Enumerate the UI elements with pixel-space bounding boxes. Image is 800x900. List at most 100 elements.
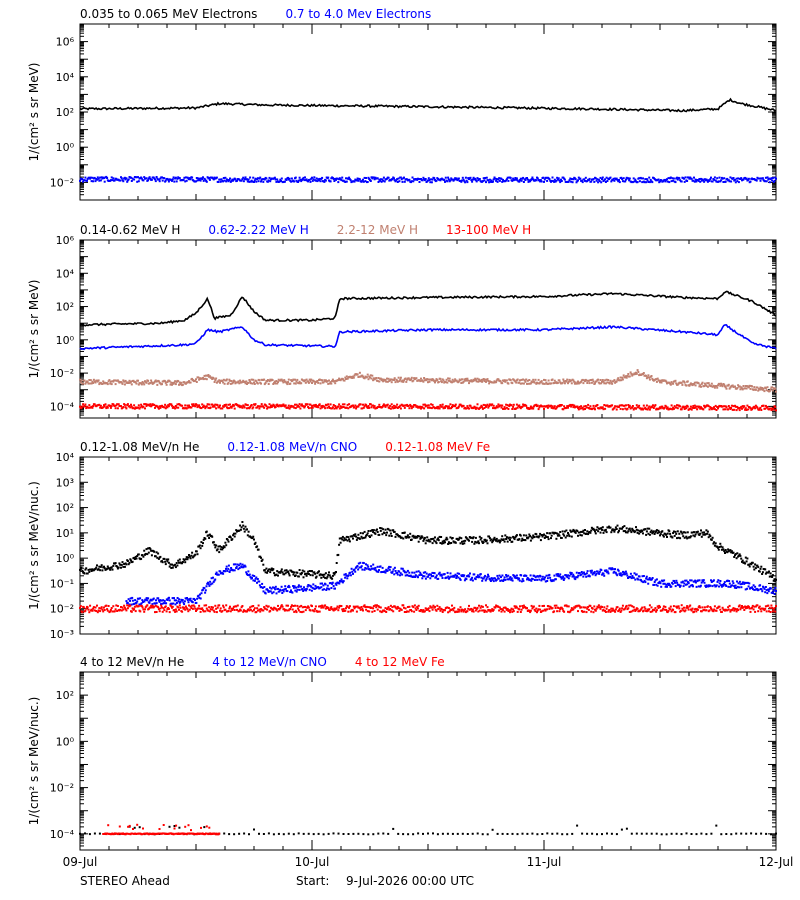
data-point [440,542,443,545]
data-point [180,381,183,384]
data-point [555,537,558,540]
data-point [709,535,712,538]
data-point [84,568,87,571]
data-point [269,590,272,593]
data-point [304,405,306,408]
data-point [256,581,258,584]
data-point [229,403,231,406]
legend-entry: 13-100 MeV H [446,223,531,237]
data-point [651,377,654,380]
data-point [635,404,638,407]
data-point [116,565,119,568]
data-point [449,403,452,406]
data-point [400,178,403,181]
data-point [684,176,687,179]
data-point [337,553,340,556]
data-point [148,601,151,604]
data-point [617,531,620,534]
data-point [248,407,251,410]
data-point [581,181,584,184]
data-point [188,380,190,383]
data-point [122,565,125,568]
data-point [759,406,762,409]
data-point [380,571,383,573]
data-point [356,565,359,567]
data-point [404,574,407,577]
data-point [509,539,511,541]
data-point [430,379,433,382]
data-point [644,406,647,409]
data-point [638,177,641,180]
data-point [741,388,744,391]
data-point [138,603,141,606]
data-point [604,407,607,410]
data-point [213,543,216,546]
data-point [622,177,625,180]
data-point [353,406,356,409]
data-point [501,404,504,407]
data-point [537,575,540,578]
data-point [275,380,278,382]
data-point [577,406,579,409]
data-point [515,381,518,384]
data-point [445,576,448,579]
data-point [165,602,168,605]
data-point [381,566,384,569]
data-point [187,381,190,384]
data-point [495,539,498,542]
data-point [300,180,303,183]
data-point [675,532,678,535]
data-point [553,379,556,382]
data-point [215,544,218,547]
data-point [648,176,651,179]
data-point [732,177,735,179]
data-point [131,560,134,563]
data-point [444,541,446,544]
data-point [447,178,450,181]
data-point [614,526,617,529]
data-point [175,602,178,604]
data-point [219,570,222,573]
data-point [747,408,750,411]
data-point [208,178,211,181]
data-point [575,576,578,579]
data-point [289,382,292,385]
data-point [550,537,552,540]
data-point [724,408,726,411]
data-point [222,547,225,549]
data-point [433,539,436,542]
data-point [556,534,559,537]
data-point [434,536,436,539]
data-point [404,571,406,574]
data-point [740,405,743,408]
data-point [198,404,201,407]
data-point [206,176,209,179]
data-point [226,179,229,182]
data-point [705,529,708,532]
data-point [437,405,440,408]
data-point [143,549,146,552]
data-point [580,573,583,576]
data-point [268,403,271,406]
data-point [625,404,627,407]
data-point [666,407,668,410]
data-point [571,575,574,578]
data-point [756,406,759,409]
data-point [700,382,703,385]
data-point [157,380,160,383]
y-tick-label: 10⁴ [56,71,75,84]
data-point [499,404,502,407]
data-point [587,379,590,382]
data-point [319,582,322,585]
data-point [628,404,631,407]
data-point [392,568,395,571]
data-point [205,405,208,408]
data-point [602,408,605,411]
data-point [577,176,580,179]
data-point [377,181,380,183]
data-point [459,542,462,545]
data-point [190,554,193,557]
data-point [294,407,297,410]
data-point [140,177,143,180]
data-point [539,532,542,535]
